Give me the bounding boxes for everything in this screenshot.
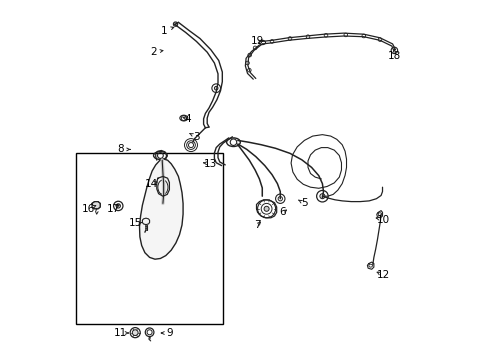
Text: 16: 16 (82, 204, 95, 214)
Circle shape (264, 206, 269, 211)
Text: 9: 9 (166, 328, 172, 338)
Text: 11: 11 (114, 328, 127, 338)
Circle shape (320, 194, 325, 199)
Text: 15: 15 (128, 218, 142, 228)
Text: 2: 2 (150, 47, 156, 57)
Text: 10: 10 (377, 215, 390, 225)
Text: 19: 19 (251, 36, 264, 46)
Polygon shape (140, 159, 183, 259)
Text: 1: 1 (161, 26, 167, 36)
Text: 18: 18 (388, 51, 401, 61)
Text: 7: 7 (254, 220, 261, 230)
Circle shape (116, 204, 121, 208)
Polygon shape (92, 202, 100, 209)
Text: 12: 12 (377, 270, 390, 280)
Text: 4: 4 (184, 114, 191, 124)
Text: 8: 8 (118, 144, 124, 154)
Text: 3: 3 (193, 132, 200, 142)
Text: 6: 6 (279, 207, 286, 217)
Circle shape (173, 22, 178, 26)
Bar (76, 153, 223, 324)
Circle shape (215, 86, 218, 90)
Circle shape (132, 330, 138, 336)
Text: 14: 14 (145, 179, 158, 189)
Text: 5: 5 (301, 198, 308, 208)
Text: 13: 13 (204, 159, 218, 169)
Text: 17: 17 (107, 204, 120, 214)
